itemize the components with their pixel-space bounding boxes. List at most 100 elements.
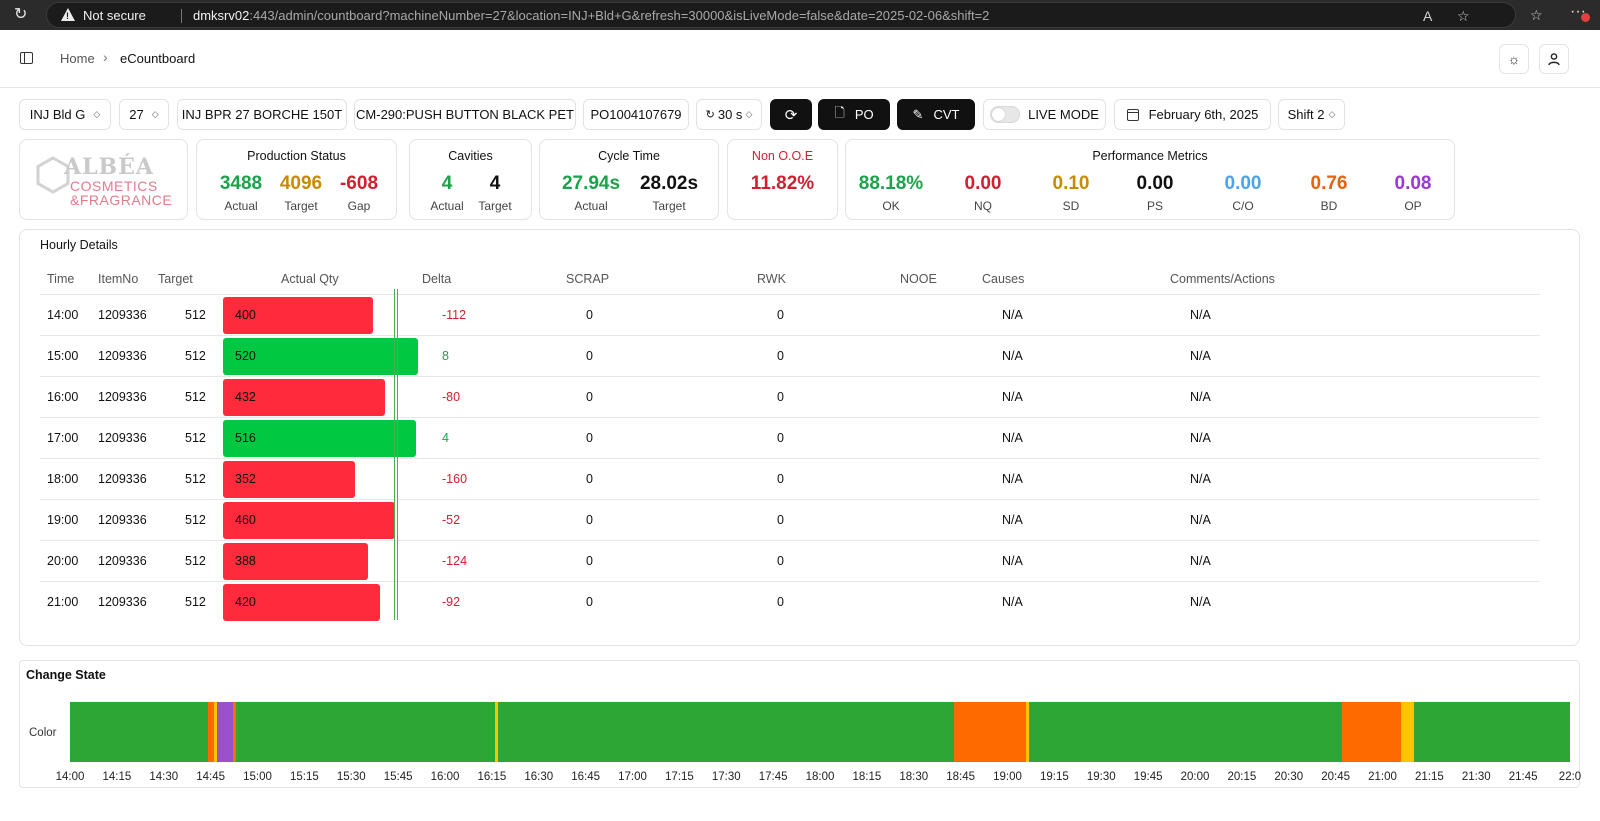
breadcrumb-home[interactable]: Home: [60, 51, 95, 66]
state-timeline: [70, 702, 1570, 762]
read-aloud-icon[interactable]: A: [1423, 8, 1433, 24]
row-time: 18:00: [47, 472, 79, 486]
row-item: 1209336: [98, 308, 147, 322]
state-segment[interactable]: [213, 702, 217, 762]
state-segment[interactable]: [954, 702, 1027, 762]
time-tick-label: 14:00: [55, 771, 85, 783]
app-header: Home › eCountboard ☼: [0, 30, 1600, 88]
security-label[interactable]: Not secure: [83, 8, 146, 23]
metric-value: 0.00: [1224, 173, 1262, 194]
state-segment[interactable]: [70, 702, 208, 762]
state-segment[interactable]: [235, 702, 495, 762]
cavities-target-value: 4: [489, 173, 501, 194]
state-segment[interactable]: [1341, 702, 1402, 762]
user-menu-button[interactable]: [1539, 44, 1569, 74]
time-tick-label: 20:45: [1321, 771, 1351, 783]
state-segment[interactable]: [1413, 702, 1570, 762]
row-comments[interactable]: N/A: [1190, 431, 1211, 445]
header-scrap: SCRAP: [566, 272, 610, 286]
cvt-button[interactable]: ✎ CVT: [897, 99, 975, 130]
row-delta: -92: [442, 595, 461, 609]
row-time: 21:00: [47, 595, 79, 609]
state-segment[interactable]: [495, 702, 499, 762]
time-tick-label: 21:45: [1508, 771, 1538, 783]
favorite-star-icon[interactable]: ☆: [1457, 8, 1470, 24]
state-segment[interactable]: [1029, 702, 1342, 762]
actual-qty-value: 516: [235, 431, 256, 445]
po-button[interactable]: 🗋 PO: [818, 99, 890, 130]
row-delta: 4: [442, 431, 449, 445]
state-segment[interactable]: [1401, 702, 1414, 762]
file-icon: 🗋: [834, 104, 845, 120]
live-mode-control[interactable]: LIVE MODE: [983, 99, 1106, 130]
actual-qty-bar: 388: [223, 543, 368, 580]
url-text[interactable]: dmksrv02:443/admin/countboard?machineNum…: [193, 8, 989, 23]
row-comments[interactable]: N/A: [1190, 472, 1211, 486]
time-tick-label: 17:15: [664, 771, 694, 783]
time-tick-label: 16:45: [571, 771, 601, 783]
table-row: 16:00 1209336 512 432 -80 0 0 N/A N/A: [40, 377, 1540, 418]
metric-value: 0.08: [1394, 173, 1432, 194]
row-comments[interactable]: N/A: [1190, 390, 1211, 404]
location-select[interactable]: INJ Bld G ◇: [19, 99, 111, 130]
cycle-target: 28.02s Target: [630, 173, 708, 213]
row-comments[interactable]: N/A: [1190, 513, 1211, 527]
row-delta: -124: [442, 554, 468, 568]
address-bar[interactable]: Not secure dmksrv02:443/admin/countboard…: [46, 2, 1516, 28]
metric-sd: 0.10 SD: [1034, 173, 1108, 213]
live-mode-toggle[interactable]: [990, 106, 1021, 123]
time-tick-label: 21:15: [1414, 771, 1444, 783]
metric-value: 88.18%: [858, 173, 924, 194]
metric-value: 0.10: [1052, 173, 1090, 194]
time-tick-label: 16:15: [477, 771, 507, 783]
refresh-button[interactable]: ⟳: [770, 99, 812, 130]
production-gap: -608 Gap: [329, 173, 389, 213]
production-target-value: 4096: [279, 173, 323, 194]
header-rwk: RWK: [757, 272, 786, 286]
shift-select[interactable]: Shift 2 ◇: [1278, 99, 1345, 130]
more-menu-icon[interactable]: ···: [1570, 3, 1590, 22]
actual-qty-bar: 520: [223, 338, 418, 375]
row-delta: -112: [442, 308, 467, 322]
favorites-icon[interactable]: ☆: [1530, 7, 1543, 23]
cavities-card: Cavities 4 Actual 4 Target: [409, 139, 532, 220]
row-comments[interactable]: N/A: [1190, 554, 1211, 568]
row-comments[interactable]: N/A: [1190, 595, 1211, 609]
cavities-title: Cavities: [448, 149, 493, 163]
row-comments[interactable]: N/A: [1190, 308, 1211, 322]
row-scrap: 0: [586, 554, 593, 568]
state-segment[interactable]: [1026, 702, 1030, 762]
row-rwk: 0: [777, 554, 784, 568]
metric-label: OK: [882, 199, 900, 213]
state-segment[interactable]: [216, 702, 233, 762]
row-rwk: 0: [777, 308, 784, 322]
reload-icon[interactable]: ↻: [14, 6, 28, 23]
refresh-interval-select[interactable]: ↻ 30 s ◇: [696, 99, 762, 130]
sidebar-toggle-icon[interactable]: [20, 52, 33, 64]
table-row: 19:00 1209336 512 460 -52 0 0 N/A N/A: [40, 500, 1540, 541]
date-picker[interactable]: February 6th, 2025: [1114, 99, 1271, 130]
chevron-updown-icon: ◇: [151, 109, 159, 119]
actual-qty-bar: 420: [223, 584, 380, 621]
row-causes: N/A: [1002, 308, 1023, 322]
time-tick-label: 19:15: [1039, 771, 1069, 783]
pencil-icon: ✎: [912, 106, 924, 122]
row-comments[interactable]: N/A: [1190, 349, 1211, 363]
row-target: 512: [185, 513, 206, 527]
browser-chrome: ↻ Not secure dmksrv02:443/admin/countboa…: [0, 0, 1600, 30]
production-gap-label: Gap: [347, 199, 371, 213]
time-tick-label: 19:00: [993, 771, 1022, 783]
state-segment[interactable]: [498, 702, 955, 762]
machine-select[interactable]: 27 ◇: [119, 99, 169, 130]
time-tick-label: 18:15: [852, 771, 882, 783]
breadcrumb-chevron-icon: ›: [103, 49, 108, 65]
theme-toggle-button[interactable]: ☼: [1499, 44, 1529, 74]
time-tick-label: 17:00: [618, 771, 647, 783]
state-segment[interactable]: [232, 702, 236, 762]
non-ooe-card: Non O.O.E 11.82%: [727, 139, 838, 220]
performance-title: Performance Metrics: [1092, 149, 1208, 163]
state-segment[interactable]: [207, 702, 214, 762]
machine-value: 27: [129, 107, 144, 122]
cavities-target: 4 Target: [472, 173, 518, 213]
time-tick-label: 18:30: [899, 771, 929, 783]
